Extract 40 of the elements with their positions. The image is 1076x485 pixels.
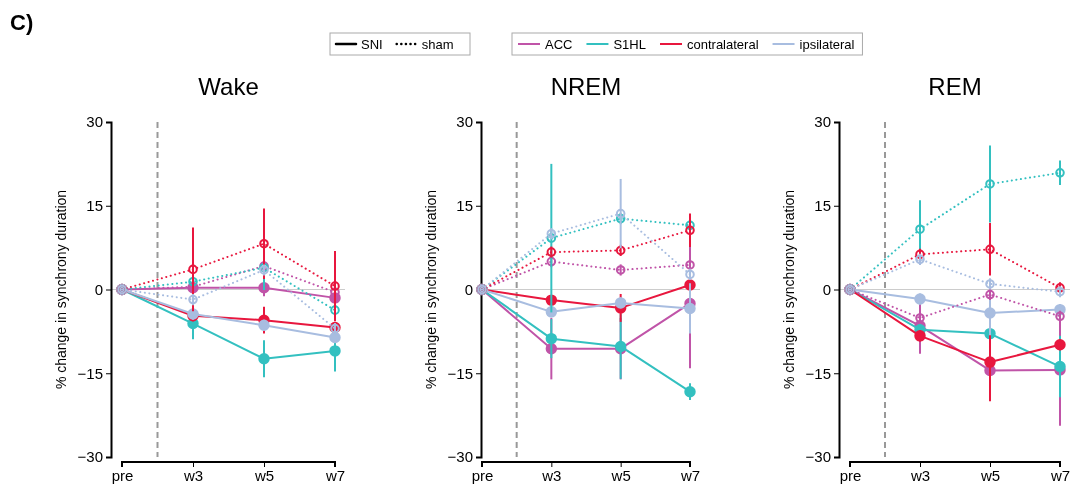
legend-label: contralateral bbox=[686, 37, 759, 52]
y-tick-label: 0 bbox=[94, 280, 103, 298]
y-tick-label: 0 bbox=[464, 280, 473, 298]
y-axis-title: % change in synchrony duration bbox=[423, 189, 439, 390]
text: C) bbox=[10, 10, 34, 35]
chart-title: Wake bbox=[198, 73, 259, 100]
chart-title: NREM bbox=[550, 73, 622, 100]
y-tick-label: −30 bbox=[805, 448, 831, 466]
x-tick-label: pre bbox=[111, 466, 134, 484]
chart-title: REM bbox=[928, 73, 982, 100]
y-tick-label: −15 bbox=[447, 364, 473, 382]
x-tick-label: w5 bbox=[253, 466, 275, 484]
y-tick-label: 15 bbox=[814, 197, 831, 215]
y-axis-title: % change in synchrony duration bbox=[53, 189, 69, 390]
y-tick-label: −30 bbox=[447, 448, 473, 466]
x-tick-label: w3 bbox=[182, 466, 204, 484]
x-tick-label: pre bbox=[839, 466, 862, 484]
x-tick-label: w3 bbox=[909, 466, 931, 484]
x-tick-label: w7 bbox=[1049, 466, 1071, 484]
legend-label: ACC bbox=[545, 37, 573, 52]
x-tick-label: w3 bbox=[541, 466, 562, 484]
x-tick-label: w7 bbox=[679, 466, 701, 484]
text: SNI bbox=[361, 37, 383, 52]
y-tick-label: 0 bbox=[822, 280, 831, 298]
y-tick-label: 30 bbox=[86, 113, 103, 131]
legend-label: S1HL bbox=[613, 37, 646, 52]
x-tick-label: w7 bbox=[324, 466, 346, 484]
text: sham bbox=[421, 37, 454, 52]
x-tick-label: w5 bbox=[610, 466, 631, 484]
y-axis-title: % change in synchrony duration bbox=[781, 189, 797, 390]
y-tick-label: 15 bbox=[456, 197, 473, 215]
y-tick-label: −15 bbox=[77, 364, 103, 382]
y-tick-label: 30 bbox=[814, 113, 831, 131]
x-tick-label: pre bbox=[471, 466, 494, 484]
y-tick-label: −15 bbox=[805, 364, 831, 382]
y-tick-label: 30 bbox=[456, 113, 473, 131]
x-tick-label: w5 bbox=[979, 466, 1001, 484]
legend-label: ipsilateral bbox=[799, 37, 855, 52]
y-tick-label: −30 bbox=[77, 448, 103, 466]
y-tick-label: 15 bbox=[86, 197, 103, 215]
